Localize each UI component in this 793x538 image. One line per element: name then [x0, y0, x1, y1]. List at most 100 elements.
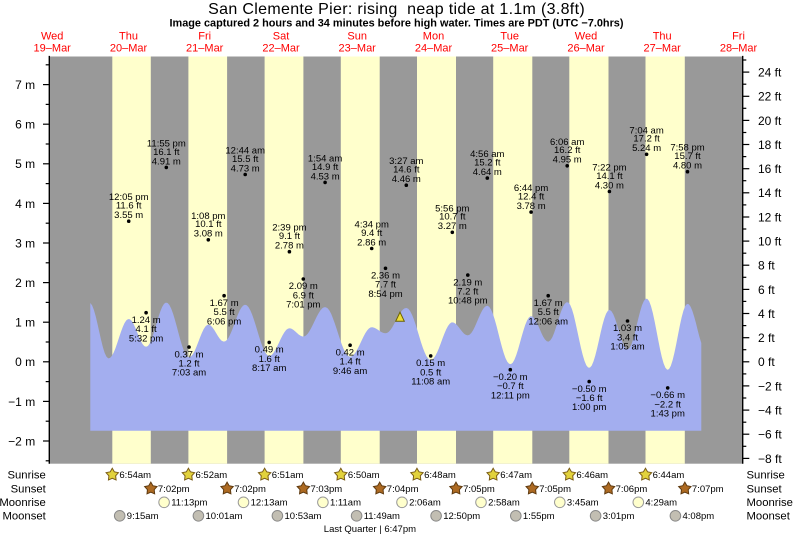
svg-text:2.19 m: 2.19 m	[453, 277, 482, 288]
svg-text:1.6 ft: 1.6 ft	[259, 354, 280, 365]
svg-text:9:15am: 9:15am	[127, 511, 159, 522]
svg-text:4.73 m: 4.73 m	[231, 163, 260, 174]
svg-text:3.4 ft: 3.4 ft	[617, 332, 638, 343]
svg-text:−2 ft: −2 ft	[758, 379, 782, 393]
svg-text:11.6 ft: 11.6 ft	[116, 201, 142, 212]
svg-text:2:39 pm: 2:39 pm	[272, 223, 306, 234]
svg-text:14 ft: 14 ft	[758, 186, 782, 200]
svg-text:Sat: Sat	[273, 31, 290, 43]
svg-text:14.1 ft: 14.1 ft	[596, 171, 623, 182]
svg-text:15.5 ft: 15.5 ft	[232, 154, 259, 165]
svg-text:27–Mar: 27–Mar	[644, 43, 682, 55]
svg-text:6:46am: 6:46am	[576, 470, 608, 481]
svg-text:Last Quarter | 6:47pm: Last Quarter | 6:47pm	[324, 524, 416, 535]
svg-text:3.27 m: 3.27 m	[438, 221, 467, 232]
svg-text:0 m: 0 m	[15, 355, 35, 369]
svg-text:−0.20 m: −0.20 m	[493, 372, 528, 383]
svg-text:4.80 m: 4.80 m	[673, 161, 702, 172]
svg-text:1:08 pm: 1:08 pm	[191, 211, 225, 222]
svg-text:7.2 ft: 7.2 ft	[457, 287, 478, 298]
svg-text:4 m: 4 m	[15, 197, 35, 211]
svg-text:0.5 ft: 0.5 ft	[420, 367, 441, 378]
svg-text:17.2 ft: 17.2 ft	[633, 134, 660, 145]
svg-text:−1 m: −1 m	[8, 395, 35, 409]
svg-text:1.67 m: 1.67 m	[534, 298, 563, 309]
svg-text:0.37 m: 0.37 m	[174, 349, 203, 360]
svg-text:8:54 pm: 8:54 pm	[368, 289, 402, 300]
svg-text:1.67 m: 1.67 m	[210, 298, 239, 309]
svg-text:10.1 ft: 10.1 ft	[195, 219, 222, 230]
svg-text:22 ft: 22 ft	[758, 90, 782, 104]
svg-text:Thu: Thu	[119, 31, 138, 43]
svg-text:4.64 m: 4.64 m	[473, 167, 502, 178]
svg-text:0.15 m: 0.15 m	[416, 358, 445, 369]
svg-text:7:01 pm: 7:01 pm	[286, 300, 320, 311]
svg-text:20–Mar: 20–Mar	[110, 43, 148, 55]
svg-text:−1.6 ft: −1.6 ft	[576, 393, 603, 404]
svg-text:28–Mar: 28–Mar	[720, 43, 758, 55]
svg-text:Image captured 2 hours and 34: Image captured 2 hours and 34 minutes be…	[169, 18, 623, 30]
svg-text:3:45am: 3:45am	[567, 498, 599, 509]
svg-text:7:03 am: 7:03 am	[172, 368, 206, 379]
svg-text:26–Mar: 26–Mar	[567, 43, 605, 55]
svg-text:11:13pm: 11:13pm	[171, 498, 207, 509]
svg-text:3.78 m: 3.78 m	[517, 201, 546, 212]
svg-text:−0.66 m: −0.66 m	[650, 390, 685, 401]
svg-text:−2.2 ft: −2.2 ft	[654, 399, 681, 410]
svg-text:16 ft: 16 ft	[758, 162, 782, 176]
svg-text:7:06pm: 7:06pm	[616, 484, 648, 495]
svg-text:12:11 pm: 12:11 pm	[491, 390, 530, 401]
svg-text:6:06 pm: 6:06 pm	[207, 316, 241, 327]
svg-text:6:47am: 6:47am	[500, 470, 532, 481]
svg-text:20 ft: 20 ft	[758, 114, 782, 128]
svg-text:0.49 m: 0.49 m	[255, 345, 284, 356]
svg-text:4:34 pm: 4:34 pm	[355, 220, 389, 231]
svg-text:Moonrise: Moonrise	[747, 497, 793, 509]
svg-text:1.4 ft: 1.4 ft	[340, 357, 361, 368]
svg-text:10:53am: 10:53am	[285, 511, 322, 522]
svg-text:3:27 am: 3:27 am	[389, 156, 423, 167]
svg-text:Tue: Tue	[500, 31, 519, 43]
svg-text:16.1 ft: 16.1 ft	[153, 147, 180, 158]
svg-text:7:02pm: 7:02pm	[234, 484, 266, 495]
svg-text:9.1 ft: 9.1 ft	[279, 231, 300, 242]
svg-text:Sunrise: Sunrise	[7, 470, 45, 482]
svg-text:Fri: Fri	[198, 31, 211, 43]
svg-text:5.5 ft: 5.5 ft	[538, 307, 559, 318]
svg-text:25–Mar: 25–Mar	[491, 43, 529, 55]
svg-text:Mon: Mon	[423, 31, 444, 43]
svg-text:Moonrise: Moonrise	[0, 497, 46, 509]
svg-text:7:03pm: 7:03pm	[311, 484, 343, 495]
svg-text:12:50pm: 12:50pm	[443, 511, 480, 522]
svg-text:1:05 am: 1:05 am	[610, 342, 644, 353]
svg-text:10:01am: 10:01am	[206, 511, 243, 522]
svg-text:19–Mar: 19–Mar	[34, 43, 72, 55]
svg-text:4.1 ft: 4.1 ft	[136, 324, 157, 335]
svg-text:4 ft: 4 ft	[758, 307, 775, 321]
svg-text:1.2 ft: 1.2 ft	[178, 359, 199, 370]
svg-text:3.55 m: 3.55 m	[114, 210, 143, 221]
svg-text:4:08pm: 4:08pm	[683, 511, 715, 522]
svg-text:16.2 ft: 16.2 ft	[554, 145, 581, 156]
svg-text:12:06 am: 12:06 am	[528, 316, 568, 327]
svg-text:Sunset: Sunset	[747, 484, 783, 496]
svg-text:9:46 am: 9:46 am	[333, 366, 367, 377]
svg-text:3 m: 3 m	[15, 236, 35, 250]
svg-text:5:56 pm: 5:56 pm	[435, 203, 469, 214]
svg-text:7:22 pm: 7:22 pm	[592, 163, 626, 174]
svg-text:5:32 pm: 5:32 pm	[129, 333, 163, 344]
svg-text:7:05pm: 7:05pm	[463, 484, 495, 495]
svg-text:Moonset: Moonset	[2, 511, 46, 523]
svg-text:6:50am: 6:50am	[348, 470, 380, 481]
svg-text:7 m: 7 m	[15, 78, 35, 92]
svg-text:2 m: 2 m	[15, 276, 35, 290]
svg-text:2 ft: 2 ft	[758, 331, 775, 345]
svg-text:1.03 m: 1.03 m	[613, 323, 642, 334]
svg-text:2.36 m: 2.36 m	[371, 271, 400, 282]
svg-text:7:02pm: 7:02pm	[158, 484, 190, 495]
svg-text:12.4 ft: 12.4 ft	[518, 192, 545, 203]
svg-text:9.4 ft: 9.4 ft	[361, 228, 382, 239]
svg-text:4.91 m: 4.91 m	[152, 156, 181, 167]
svg-text:12:13am: 12:13am	[251, 498, 288, 509]
svg-text:3:01pm: 3:01pm	[603, 511, 635, 522]
